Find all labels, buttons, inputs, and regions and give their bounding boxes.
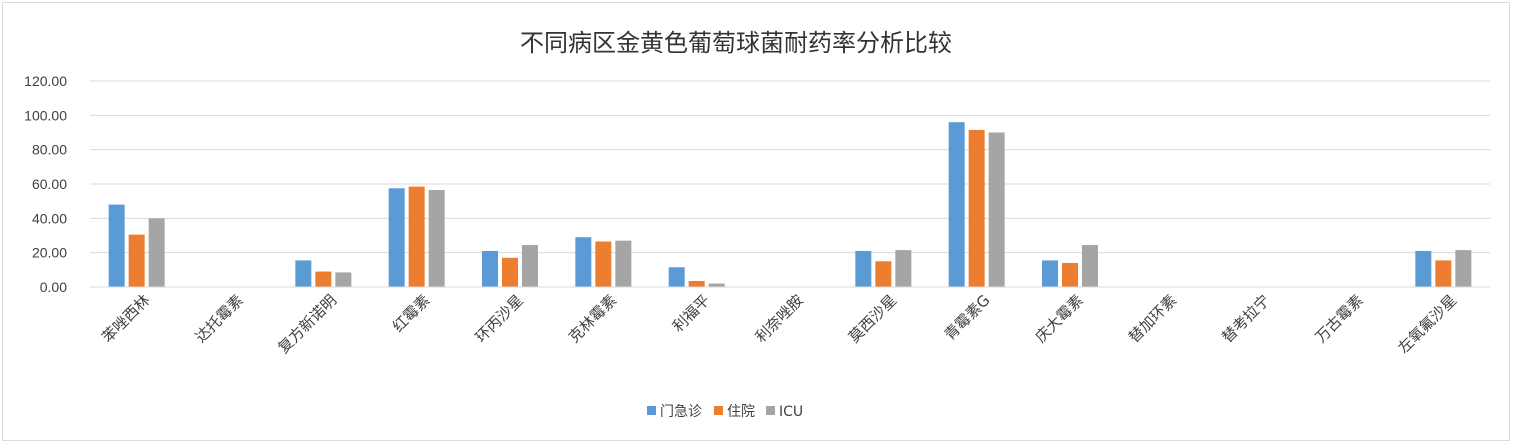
bar-inpatient — [688, 280, 705, 287]
legend-label: ICU — [779, 404, 803, 420]
x-category-label: 苯唑西林 — [98, 291, 153, 346]
y-tick-label: 0.00 — [40, 279, 67, 295]
chart-title: 不同病区金黄色葡萄球菌耐药率分析比较 — [520, 29, 952, 57]
x-category-label: 替考拉宁 — [1218, 291, 1273, 346]
bar-icu — [988, 132, 1005, 287]
bar-outpatient — [855, 250, 872, 287]
y-tick-label: 80.00 — [32, 142, 67, 158]
legend: 门急诊 住院 ICU — [647, 404, 803, 420]
bar-icu — [148, 218, 165, 287]
bar-inpatient — [968, 129, 985, 287]
bar-outpatient — [575, 237, 592, 287]
bar-outpatient — [668, 267, 685, 287]
x-category-label: 青霉素G — [941, 291, 994, 344]
bar-outpatient — [482, 250, 498, 287]
bar-inpatient — [595, 241, 612, 287]
x-category-label: 达托霉素 — [192, 291, 247, 346]
bar-icu — [895, 250, 912, 287]
bar-outpatient — [108, 204, 125, 287]
bar-outpatient — [388, 188, 405, 287]
x-category-label: 环丙沙星 — [472, 291, 527, 346]
legend-swatch — [714, 406, 723, 415]
y-axis-tick-labels: 0.00 20.00 40.00 60.00 80.00 100.00 120.00 — [24, 73, 67, 295]
bar-inpatient — [128, 234, 145, 287]
bar-icu — [615, 240, 632, 287]
y-tick-label: 40.00 — [32, 210, 67, 226]
x-category-label: 利福平 — [669, 291, 714, 336]
legend-swatch — [647, 406, 656, 415]
bar-icu — [1455, 250, 1472, 287]
bar-inpatient — [502, 257, 518, 287]
bar-icu — [428, 190, 445, 287]
y-tick-label: 120.00 — [24, 73, 67, 89]
bar-icu — [335, 272, 352, 287]
x-category-label: 庆大霉素 — [1032, 291, 1087, 346]
bar-inpatient — [875, 261, 892, 287]
x-category-label: 万古霉素 — [1312, 291, 1367, 346]
bar-outpatient — [948, 122, 965, 287]
legend-label: 住院 — [727, 404, 755, 420]
x-category-label: 利奈唑胺 — [752, 291, 807, 346]
bar-inpatient — [1062, 262, 1078, 287]
bar-outpatient — [1415, 250, 1432, 287]
bar-outpatient — [1042, 260, 1058, 287]
bar-icu — [1082, 244, 1098, 287]
x-axis-category-labels: 苯唑西林 达托霉素 复方新诺明 红霉素 环丙沙星 克林霉素 利福平 利奈唑胺 莫西沙星 青霉素G 庆… — [98, 291, 1460, 357]
x-category-label: 左氧氟沙星 — [1394, 291, 1460, 357]
x-category-label: 克林霉素 — [565, 291, 620, 346]
gridlines — [90, 80, 1490, 254]
bar-outpatient — [295, 260, 312, 287]
bar-inpatient — [315, 271, 332, 287]
bar-inpatient — [408, 186, 425, 287]
bar-inpatient — [1435, 260, 1452, 287]
y-tick-label: 60.00 — [32, 176, 67, 192]
x-category-label: 替加环素 — [1125, 291, 1180, 346]
bars — [108, 122, 1472, 287]
x-category-label: 莫西沙星 — [845, 291, 900, 346]
y-tick-label: 20.00 — [32, 245, 67, 261]
bar-icu — [522, 244, 538, 287]
bar-icu — [708, 283, 725, 287]
legend-label: 门急诊 — [660, 404, 702, 420]
x-category-label: 红霉素 — [389, 291, 434, 336]
legend-swatch — [766, 406, 775, 415]
y-tick-label: 100.00 — [24, 107, 67, 123]
x-category-label: 复方新诺明 — [274, 291, 340, 357]
